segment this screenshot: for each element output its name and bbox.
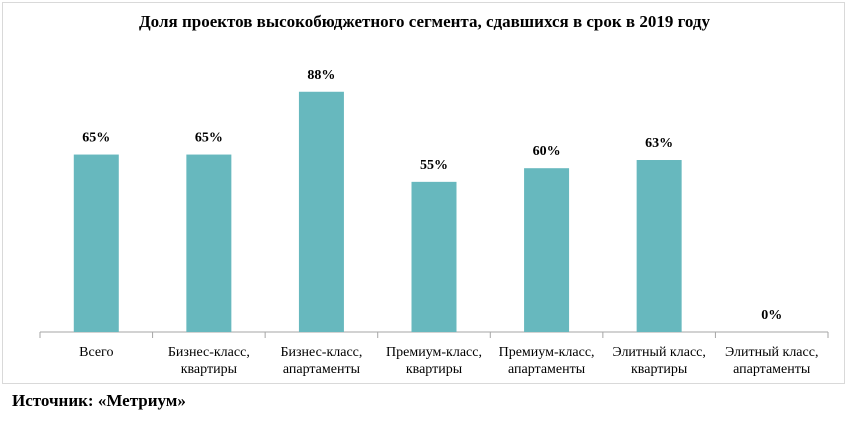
category-label-5: Элитный класс, квартиры [612,345,705,377]
value-label-5: 63% [645,136,673,151]
bar-4 [524,168,570,332]
value-label-3: 55% [420,158,448,173]
category-label-line: Бизнес-класс, [168,345,250,360]
source-note: Источник: «Метриум» [12,391,186,410]
category-label-3: Премиум-класс, квартиры [386,345,482,377]
bar-2 [298,91,344,332]
category-label-line: Премиум-класс, [386,345,482,360]
bar-5 [636,160,682,332]
category-label-1: Бизнес-класс, квартиры [168,345,250,377]
value-label-4: 60% [533,144,561,159]
category-label-line: Бизнес-класс, [280,345,362,360]
category-label-line: Элитный класс, [725,345,818,360]
chart-title: Доля проектов высокобюджетного сегмента,… [138,12,711,31]
value-label-0: 65% [82,131,110,146]
category-label-line: Премиум-класс, [499,345,595,360]
category-label-line: квартиры [406,362,463,377]
bar-3 [411,181,457,332]
category-label-line: апартаменты [508,362,586,377]
category-label-line: апартаменты [733,362,811,377]
bar-0 [73,154,119,332]
value-label-6: 0% [761,308,782,323]
category-label-4: Премиум-класс, апартаменты [499,345,595,377]
category-label-line: Элитный класс, [612,345,705,360]
category-label-line: квартиры [181,362,238,377]
category-label-6: Элитный класс, апартаменты [725,345,818,377]
bar-1 [186,154,232,332]
value-label-1: 65% [195,131,223,146]
category-label-line: Всего [79,345,113,360]
category-label-line: апартаменты [283,362,361,377]
category-label-0: Всего [79,345,113,360]
category-label-2: Бизнес-класс, апартаменты [280,345,362,377]
category-label-line: квартиры [631,362,688,377]
value-label-2: 88% [307,68,335,83]
chart-frame [2,2,845,384]
